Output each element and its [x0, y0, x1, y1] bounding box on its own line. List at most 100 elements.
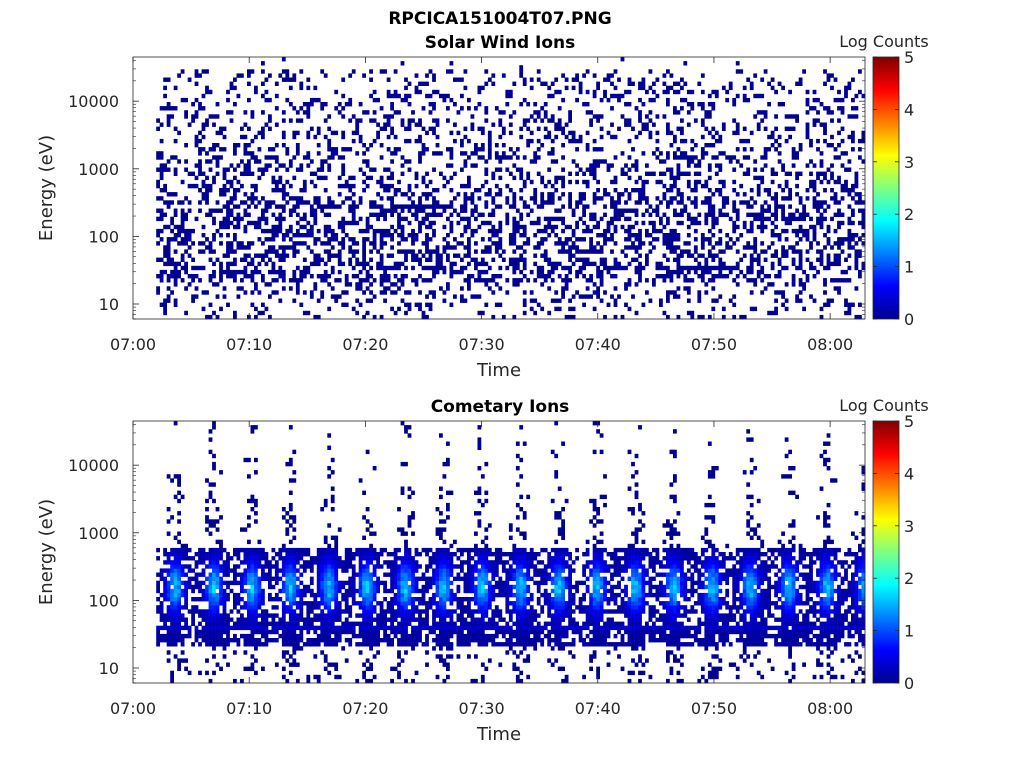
heatmap-cell-1395 [421, 310, 426, 316]
heatmap-cell-3025 [732, 102, 737, 107]
heatmap-cell-119 [177, 269, 181, 275]
heatmap-cell-752 [281, 572, 286, 577]
heatmap-cell-716 [274, 580, 279, 586]
heatmap-cell-507 [240, 572, 244, 577]
heatmap-cell-426 [236, 73, 241, 78]
heatmap-cell-3118 [753, 167, 758, 172]
heatmap-cell-851 [292, 556, 297, 561]
heatmap-cell-1100 [334, 666, 339, 671]
heatmap-cell-612 [254, 572, 258, 577]
heatmap-cell-3200 [770, 196, 775, 201]
heatmap-cell-1914 [522, 183, 527, 189]
heatmap-cell-162 [184, 110, 188, 115]
heatmap-cell-1021 [351, 208, 356, 213]
heatmap-cell-2597 [655, 138, 660, 144]
heatmap-cell-3413 [816, 257, 820, 262]
heatmap-cell-3089 [749, 269, 754, 275]
heatmap-cell-1090 [330, 552, 335, 557]
heatmap-cell-1136 [376, 265, 380, 271]
heatmap-cell-329 [212, 642, 216, 647]
heatmap-cell-1643 [467, 97, 471, 103]
heatmap-cell-2767 [683, 81, 688, 86]
heatmap-cell-1473 [432, 151, 436, 156]
heatmap-cell-2825 [693, 171, 698, 176]
heatmap-cell-566 [264, 220, 269, 226]
heatmap-cell-236 [201, 171, 206, 176]
heatmap-cell-1336 [407, 81, 412, 86]
heatmap-cell-2079 [554, 89, 559, 95]
heatmap-cell-2441 [624, 118, 628, 123]
heatmap-cell-2565 [648, 130, 653, 136]
heatmap-cell-1093 [330, 507, 335, 512]
heatmap-cell-3516 [833, 97, 838, 103]
heatmap-cell-1736 [487, 212, 492, 217]
heatmap-cell-2652 [666, 155, 670, 160]
heatmap-cell-917 [306, 638, 311, 643]
heatmap-cell-291 [205, 498, 209, 504]
heatmap-cell-2484 [634, 249, 639, 254]
heatmap-cell-3476 [826, 228, 831, 234]
heatmap-cell-2379 [613, 286, 618, 291]
heatmap-cell-2156 [568, 110, 572, 115]
heatmap-cell-1019 [323, 605, 328, 610]
heatmap-cell-18 [159, 613, 164, 618]
heatmap-cell-490 [250, 257, 255, 262]
heatmap-cell-2789 [686, 155, 691, 160]
heatmap-cell-3410 [812, 97, 817, 103]
heatmap-cell-1489 [435, 212, 440, 217]
heatmap-cell-786 [306, 310, 311, 316]
heatmap-cell-1006 [320, 547, 325, 553]
heatmap-cell-702 [271, 584, 276, 590]
heatmap-cell-2666 [669, 249, 674, 254]
heatmap-cell-765 [285, 638, 290, 643]
heatmap-cell-1070 [330, 662, 335, 667]
heatmap-cell-1042 [355, 151, 360, 156]
heatmap-cell-888 [323, 134, 328, 140]
heatmap-cell-463 [233, 678, 237, 684]
heatmap-cell-1972 [536, 228, 541, 234]
heatmap-cell-2978 [721, 200, 726, 205]
heatmap-cell-164 [180, 617, 185, 622]
heatmap-cell-124 [177, 224, 181, 230]
heatmap-cell-1135 [337, 609, 342, 614]
heatmap-cell-679 [264, 556, 269, 561]
heatmap-cell-2391 [613, 200, 618, 205]
heatmap-cell-2327 [603, 290, 607, 295]
heatmap-cell-3316 [795, 228, 799, 234]
heatmap-cell-52 [166, 605, 171, 610]
heatmap-cell-2447 [627, 261, 632, 267]
heatmap-cell-3211 [774, 298, 778, 303]
heatmap-cell-354 [212, 519, 216, 524]
heatmap-cell-839 [313, 97, 318, 103]
heatmap-cell-2992 [725, 200, 730, 205]
heatmap-cell-2339 [603, 159, 607, 164]
heatmap-cell-1038 [355, 249, 360, 254]
heatmap-cell-1233 [390, 159, 394, 164]
heatmap-cell-1115 [369, 118, 373, 123]
heatmap-cell-2724 [676, 171, 681, 176]
heatmap-cell-1335 [407, 93, 412, 99]
heatmap-cell-430 [222, 580, 227, 586]
heatmap-cell-2068 [554, 233, 559, 238]
heatmap-cell-3221 [774, 204, 778, 209]
heatmap-cell-3038 [735, 159, 740, 164]
heatmap-cell-2220 [582, 208, 586, 213]
heatmap-cell-2639 [666, 269, 670, 275]
heatmap-cell-1821 [505, 183, 510, 189]
heatmap-cell-3051 [739, 183, 744, 189]
heatmap-cell-2278 [592, 167, 597, 172]
heatmap-cell-625 [254, 425, 258, 430]
heatmap-cell-971 [341, 167, 346, 172]
heatmap-cell-3447 [819, 102, 824, 107]
heatmap-cell-839 [292, 609, 297, 614]
heatmap-cell-1519 [442, 183, 447, 189]
heatmap-cell-891 [299, 601, 304, 606]
heatmap-cell-2029 [547, 220, 552, 226]
heatmap-cell-1234 [390, 151, 394, 156]
heatmap-cell-504 [240, 584, 244, 590]
heatmap-cell-3048 [739, 257, 744, 262]
heatmap-cell-2673 [669, 196, 674, 201]
heatmap-cell-1250 [393, 192, 398, 197]
heatmap-cell-268 [205, 670, 209, 676]
heatmap-cell-1095 [365, 175, 370, 181]
